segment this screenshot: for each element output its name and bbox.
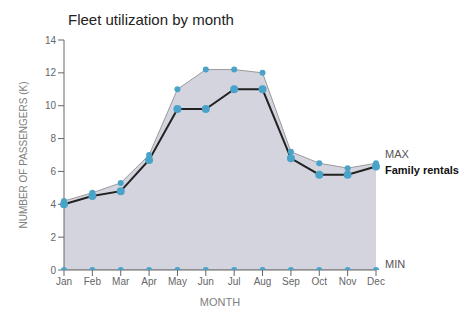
svg-text:Aug: Aug <box>254 276 272 287</box>
svg-text:Sep: Sep <box>282 276 300 287</box>
svg-text:14: 14 <box>45 35 57 46</box>
svg-text:Mar: Mar <box>112 276 130 287</box>
svg-text:Family rentals: Family rentals <box>385 164 459 176</box>
svg-text:May: May <box>168 276 187 287</box>
svg-text:Jun: Jun <box>198 276 214 287</box>
svg-text:Oct: Oct <box>311 276 327 287</box>
svg-text:Nov: Nov <box>339 276 357 287</box>
svg-text:0: 0 <box>50 265 56 276</box>
svg-text:Feb: Feb <box>84 276 102 287</box>
svg-text:8: 8 <box>50 133 56 144</box>
svg-text:MONTH: MONTH <box>200 296 240 308</box>
svg-text:4: 4 <box>50 199 56 210</box>
svg-text:Jan: Jan <box>56 276 72 287</box>
svg-text:Apr: Apr <box>141 276 157 287</box>
svg-text:Dec: Dec <box>367 276 385 287</box>
svg-text:12: 12 <box>45 67 57 78</box>
svg-text:6: 6 <box>50 166 56 177</box>
svg-text:2: 2 <box>50 232 56 243</box>
svg-text:10: 10 <box>45 100 57 111</box>
svg-text:MIN: MIN <box>385 258 405 270</box>
svg-text:NUMBER OF PASSENGERS (K): NUMBER OF PASSENGERS (K) <box>18 81 29 228</box>
html-text:Fleet utilization by month: Fleet utilization by month <box>68 11 234 28</box>
svg-text:MAX: MAX <box>385 148 410 160</box>
svg-text:Jul: Jul <box>228 276 241 287</box>
